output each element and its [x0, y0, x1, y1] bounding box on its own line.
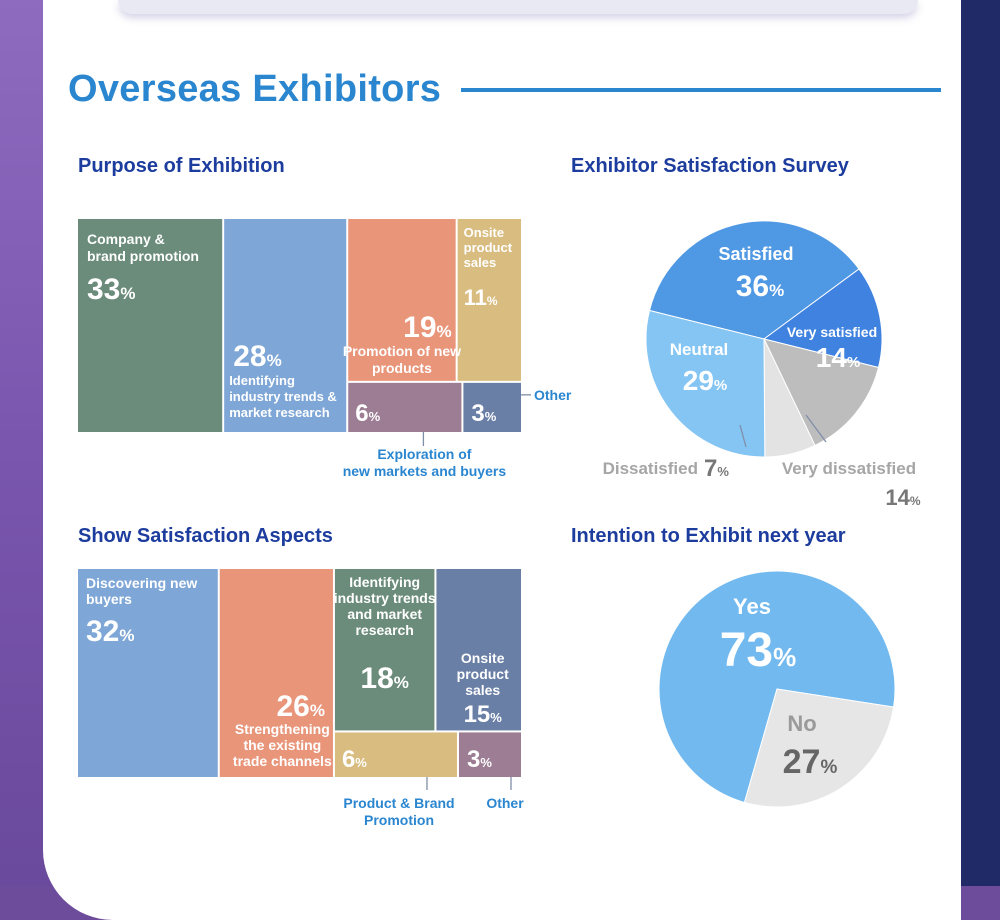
pie-slice-yes [658, 570, 896, 804]
label-new-buyers: Discovering new buyers [86, 575, 197, 607]
label-new-markets: Exploration of new markets and buyers [343, 446, 507, 479]
pie-slice-very-dissatisfied [763, 338, 880, 447]
show-aspects-title: Show Satisfaction Aspects [78, 525, 333, 547]
label-industry-trends: Identifying industry trends and market rese… [334, 574, 436, 638]
value-no: 27% [783, 743, 838, 781]
label-onsite-sales: Onsite product sales [457, 650, 509, 698]
value-new-products: 19% [403, 311, 452, 344]
label-trade-channels: Strengthening the existing trade channels [233, 721, 332, 769]
treemap-cell-brand-promotion [334, 732, 457, 777]
pie-slice-neutral [645, 309, 766, 458]
value-new-markets: 6% [355, 400, 380, 427]
intention-chart-title: Intention to Exhibit next year [571, 525, 846, 547]
treemap-cell-company-brand-promotion [78, 219, 223, 432]
label-onsite-sales: Onsite product sales [464, 225, 513, 270]
treemap-cell-industry-trends [334, 569, 435, 731]
label-other: Other [534, 387, 572, 403]
label-no: No [787, 711, 816, 736]
satisfaction-survey-title: Exhibitor Satisfaction Survey [571, 155, 849, 177]
value-brand-promotion: 6% [342, 746, 367, 773]
value-onsite-sales: 15% [464, 701, 503, 728]
treemap-cell-onsite-sales [436, 569, 521, 731]
top-strip [118, 0, 918, 14]
treemap-cell-industry-trends [224, 219, 347, 432]
value-industry-trends: 18% [360, 662, 409, 695]
value-new-buyers: 32% [86, 615, 135, 648]
label-neutral: Neutral [670, 340, 729, 359]
value-yes: 73% [720, 624, 797, 677]
label-satisfied: Satisfied [718, 244, 793, 264]
label-other: Other [486, 795, 524, 811]
value-satisfied: 36% [736, 270, 785, 303]
pie-slice-satisfied [648, 220, 860, 340]
charts-canvas: Company & brand promotion33%28%Identifyin… [78, 219, 921, 828]
value-other: 3% [467, 746, 492, 773]
label-very-dissatisfied: Very dissatisfied [782, 459, 916, 478]
label-new-products: Promotion of new products [343, 343, 461, 376]
label-industry-trends: Identifying industry trends & market resea… [229, 373, 337, 420]
value-very-dissatisfied: 14% [885, 485, 920, 510]
label-very-satisfied: Very satisfied [787, 324, 877, 340]
label-brand-promotion: Product & Brand Promotion [343, 795, 454, 828]
value-company-brand-promotion: 33% [87, 273, 136, 306]
treemap-cell-other [463, 382, 521, 432]
treemap-cell-trade-channels [219, 569, 333, 777]
leader-line-dissatisfied [739, 424, 747, 448]
treemap-cell-new-markets [348, 382, 462, 432]
page-title: Overseas Exhibitors [68, 68, 442, 110]
treemap-cell-new-buyers [78, 569, 218, 777]
value-industry-trends: 28% [233, 340, 282, 373]
value-dissatisfied: 7% [704, 455, 729, 482]
value-very-satisfied: 14% [816, 342, 861, 373]
treemap-cell-other [458, 732, 521, 777]
label-company-brand-promotion: Company & brand promotion [87, 231, 199, 264]
pie-slice-no [743, 688, 895, 808]
treemap-cell-onsite-sales [457, 219, 521, 381]
value-neutral: 29% [683, 365, 728, 396]
leader-line-very-dissatisfied [805, 414, 827, 443]
label-dissatisfied: Dissatisfied [603, 459, 698, 478]
label-yes: Yes [733, 594, 771, 619]
purpose-chart-title: Purpose of Exhibition [78, 155, 285, 177]
treemap-cell-new-products [348, 219, 456, 381]
value-onsite-sales: 11% [464, 285, 498, 310]
pie-slice-very-satisfied [762, 268, 883, 369]
right-background-band [958, 0, 1000, 886]
title-rule [461, 88, 941, 92]
value-other: 3% [471, 400, 496, 427]
value-trade-channels: 26% [276, 690, 325, 723]
